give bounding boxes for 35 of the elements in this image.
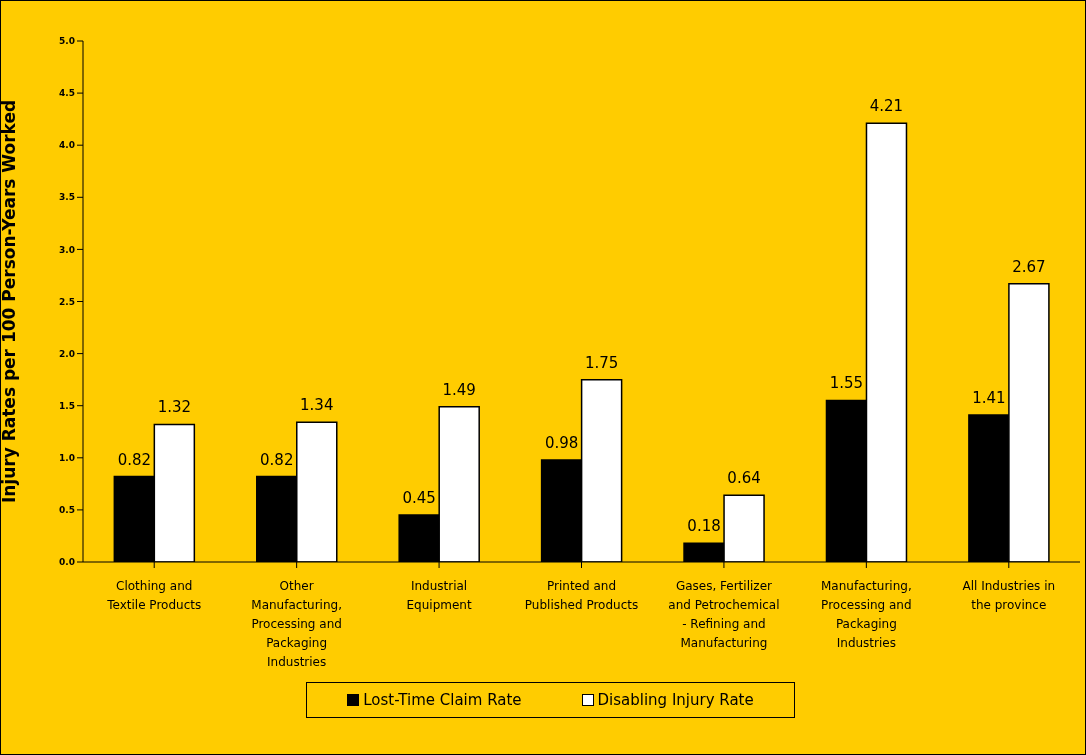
y-tick-label: 3.0	[59, 244, 75, 255]
y-tick-label: 2.0	[59, 348, 75, 359]
y-tick-label: 5.0	[59, 36, 75, 47]
x-tick-label: Gases, Fertilizer and Petrochemical - Refining and Manufacturing	[668, 579, 780, 650]
data-label: 1.41	[972, 389, 1006, 408]
data-label: 0.82	[260, 450, 294, 469]
x-tick-label: Industrial Equipment	[406, 579, 472, 612]
y-tick-label: 1.0	[59, 452, 75, 463]
data-label: 1.55	[829, 374, 864, 393]
legend-label: Lost-Time Claim Rate	[363, 691, 522, 709]
y-tick-label: 3.5	[59, 192, 75, 203]
data-label: 1.34	[300, 396, 334, 415]
data-label: 2.67	[1012, 257, 1046, 276]
y-tick-label: 0.5	[59, 505, 75, 516]
data-label: 1.32	[157, 398, 192, 417]
x-tick-label: Manufacturing, Processing and Packaging Industries	[821, 579, 912, 650]
legend-label: Disabling Injury Rate	[597, 691, 754, 709]
x-tick-label: All Industries in the province	[962, 579, 1056, 612]
y-tick-label: 1.5	[59, 400, 75, 411]
y-tick-label: 4.0	[59, 140, 75, 151]
x-tick-label: Printed and Published Products	[524, 579, 639, 612]
data-label: 1.75	[584, 353, 619, 372]
y-tick-label: 0.0	[59, 557, 75, 568]
data-label: 0.82	[117, 450, 152, 469]
data-label: 0.64	[727, 469, 761, 488]
y-tick-label: 2.5	[59, 296, 75, 307]
data-label: 1.49	[442, 380, 476, 399]
y-axis-title: Injury Rates per 100 Person-Years Worked	[0, 99, 20, 504]
x-tick-label: Other Manufacturing, Processing and Packaging Industries	[251, 579, 342, 669]
data-label: 0.18	[687, 517, 721, 536]
x-tick-label: Clothing and Textile Products	[106, 579, 202, 612]
y-tick-label: 4.5	[59, 88, 75, 99]
data-label: 4.21	[869, 97, 904, 116]
data-label: 0.98	[544, 433, 579, 452]
data-label: 0.45	[402, 489, 436, 508]
